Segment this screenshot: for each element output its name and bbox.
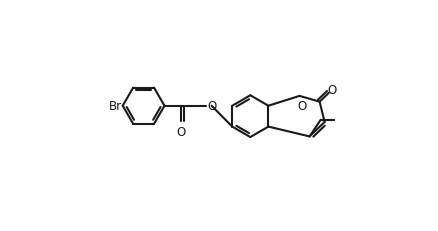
Text: O: O xyxy=(297,100,307,113)
Text: Br: Br xyxy=(109,100,122,113)
Text: O: O xyxy=(208,100,217,113)
Text: O: O xyxy=(177,125,186,138)
Text: O: O xyxy=(328,84,337,97)
